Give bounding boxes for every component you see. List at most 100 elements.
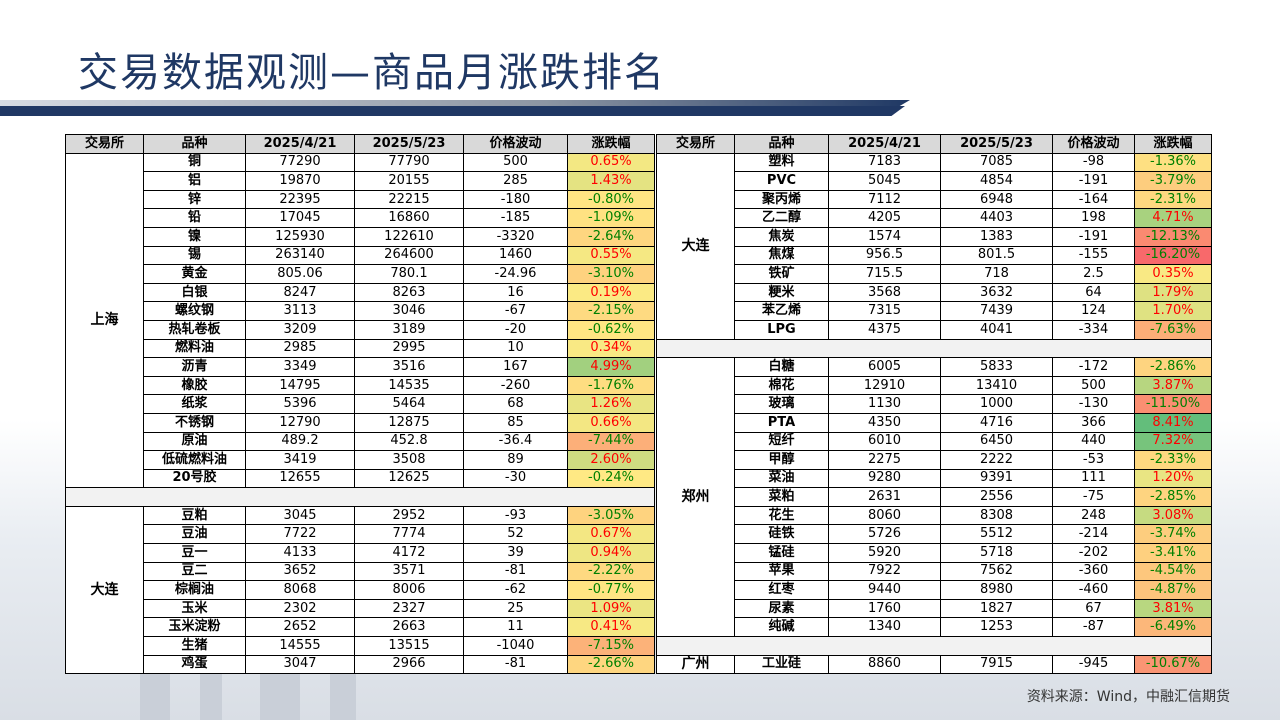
pct-change-cell: -11.50% — [1134, 394, 1212, 414]
price-change-cell: -87 — [1052, 617, 1135, 638]
table-row: 菜油 9280 9391 111 1.20% — [657, 468, 1212, 489]
product-cell: 玉米淀粉 — [143, 617, 246, 638]
price-end-cell: 264600 — [354, 245, 464, 266]
price-start-cell: 3047 — [245, 654, 355, 675]
product-cell: 玉米 — [143, 598, 246, 619]
table-row: 锌 22395 22215 -180 -0.80% — [66, 189, 655, 210]
price-change-cell: 167 — [463, 357, 568, 377]
price-start-cell: 3349 — [245, 357, 355, 377]
price-start-cell: 14795 — [245, 375, 355, 396]
table-row: 棕榈油 8068 8006 -62 -0.77% — [66, 580, 655, 600]
exchange-cell: 上海 — [65, 152, 144, 489]
pct-change-cell: -2.86% — [1134, 357, 1212, 377]
table-row: 豆油 7722 7774 52 0.67% — [66, 524, 655, 545]
product-cell: 短纤 — [734, 431, 829, 452]
price-end-cell: 2327 — [354, 598, 464, 619]
table-row: 20号胶 12655 12625 -30 -0.24% — [66, 468, 655, 489]
table-row: 棉花 12910 13410 500 3.87% — [657, 375, 1212, 396]
group-separator-row — [656, 636, 1212, 656]
pct-change-cell: 3.08% — [1134, 505, 1212, 526]
price-end-cell: 8308 — [940, 505, 1053, 526]
price-end-cell: 1383 — [940, 226, 1053, 247]
price-end-cell: 2556 — [940, 487, 1053, 507]
price-end-cell: 20155 — [354, 171, 464, 191]
pct-change-cell: -3.41% — [1134, 543, 1212, 563]
product-cell: 沥青 — [143, 357, 246, 377]
pct-change-cell: -2.64% — [567, 226, 655, 247]
price-change-cell: -81 — [463, 654, 568, 675]
price-change-cell: -214 — [1052, 524, 1135, 545]
table-header-row: 交易所 品种 2025/4/21 2025/5/23 价格波动 涨跌幅 — [65, 134, 655, 154]
price-start-cell: 8860 — [828, 654, 941, 675]
price-end-cell: 1000 — [940, 394, 1053, 414]
price-end-cell: 4716 — [940, 412, 1053, 433]
price-start-cell: 805.06 — [245, 264, 355, 284]
price-change-cell: 198 — [1052, 208, 1135, 228]
price-change-cell: -460 — [1052, 580, 1135, 600]
price-change-cell: -164 — [1052, 189, 1135, 210]
table-row: 郑州 白糖 6005 5833 -172 -2.86% — [656, 357, 1212, 638]
price-end-cell: 13410 — [940, 375, 1053, 396]
price-start-cell: 8068 — [245, 580, 355, 600]
group-separator-row — [656, 338, 1212, 359]
price-start-cell: 12910 — [828, 375, 941, 396]
table-row: 铁矿 715.5 718 2.5 0.35% — [657, 264, 1212, 284]
price-change-cell: 366 — [1052, 412, 1135, 433]
table-header-row: 交易所 品种 2025/4/21 2025/5/23 价格波动 涨跌幅 — [656, 134, 1212, 154]
table-row: 乙二醇 4205 4403 198 4.71% — [657, 208, 1212, 228]
price-change-cell: 10 — [463, 338, 568, 359]
pct-change-cell: -1.09% — [567, 208, 655, 228]
group-separator-cell — [656, 636, 1212, 656]
price-change-cell: 11 — [463, 617, 568, 638]
pct-change-cell: -10.67% — [1134, 654, 1212, 675]
price-end-cell: 2966 — [354, 654, 464, 675]
price-start-cell: 5726 — [828, 524, 941, 545]
price-start-cell: 5920 — [828, 543, 941, 563]
price-end-cell: 7774 — [354, 524, 464, 545]
table-row: 锰硅 5920 5718 -202 -3.41% — [657, 543, 1212, 563]
table-row: 鸡蛋 3047 2966 -81 -2.66% — [66, 654, 655, 675]
pct-change-cell: 0.67% — [567, 524, 655, 545]
price-end-cell: 16860 — [354, 208, 464, 228]
price-change-cell: 285 — [463, 171, 568, 191]
left-ranking-table: 交易所 品种 2025/4/21 2025/5/23 价格波动 涨跌幅 上海铜 7… — [65, 134, 655, 675]
price-change-cell: -98 — [1052, 152, 1135, 173]
product-cell: 原油 — [143, 431, 246, 452]
table-row: 大连 塑料 7183 7085 -98 -1.36% — [656, 152, 1212, 340]
header-date-end: 2025/5/23 — [354, 134, 464, 154]
table-row: 不锈钢 12790 12875 85 0.66% — [66, 412, 655, 433]
pct-change-cell: -2.22% — [567, 561, 655, 582]
price-end-cell: 7085 — [940, 152, 1053, 173]
header-price-change: 价格波动 — [463, 134, 568, 154]
product-cell: 热轧卷板 — [143, 319, 246, 340]
product-cell: PTA — [734, 412, 829, 433]
table-row: 热轧卷板 3209 3189 -20 -0.62% — [66, 319, 655, 340]
price-end-cell: 7915 — [940, 654, 1053, 675]
price-end-cell: 14535 — [354, 375, 464, 396]
product-cell: 铁矿 — [734, 264, 829, 284]
pct-change-cell: -7.15% — [567, 636, 655, 656]
price-end-cell: 8263 — [354, 282, 464, 303]
product-cell: PVC — [734, 171, 829, 191]
price-change-cell: 1460 — [463, 245, 568, 266]
group-separator-cell — [656, 338, 1212, 359]
price-start-cell: 7183 — [828, 152, 941, 173]
price-change-cell: -30 — [463, 468, 568, 489]
price-end-cell: 122610 — [354, 226, 464, 247]
product-cell: 豆油 — [143, 524, 246, 545]
price-start-cell: 3568 — [828, 282, 941, 303]
price-end-cell: 1827 — [940, 598, 1053, 619]
price-start-cell: 489.2 — [245, 431, 355, 452]
pct-change-cell: -4.54% — [1134, 561, 1212, 582]
pct-change-cell: 0.41% — [567, 617, 655, 638]
price-start-cell: 2631 — [828, 487, 941, 507]
pct-change-cell: -0.24% — [567, 468, 655, 489]
pct-change-cell: 1.20% — [1134, 468, 1212, 489]
header-price-change: 价格波动 — [1052, 134, 1135, 154]
pct-change-cell: 1.79% — [1134, 282, 1212, 303]
product-cell: 玻璃 — [734, 394, 829, 414]
price-change-cell: 500 — [1052, 375, 1135, 396]
table-row: PTA 4350 4716 366 8.41% — [657, 412, 1212, 433]
pct-change-cell: -12.13% — [1134, 226, 1212, 247]
pct-change-cell: -1.36% — [1134, 152, 1212, 173]
